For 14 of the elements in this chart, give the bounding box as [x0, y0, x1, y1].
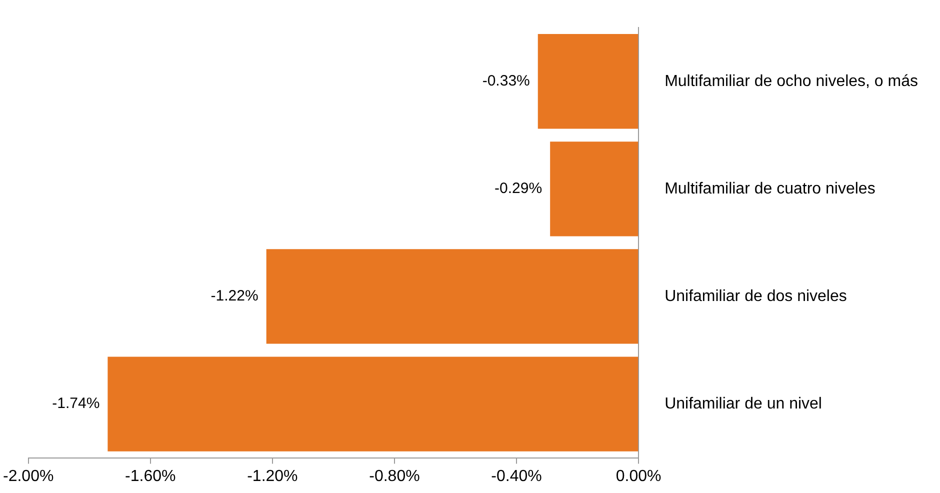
y-tick-label: Multifamiliar de ocho niveles, o más — [664, 72, 918, 90]
x-tick-label: 0.00% — [616, 468, 662, 485]
x-tick-label: -1.60% — [125, 468, 176, 485]
y-tick-label: Multifamiliar de cuatro niveles — [664, 180, 876, 198]
data-label: -1.22% — [210, 288, 258, 305]
x-tick-label: -2.00% — [2, 468, 54, 485]
x-tick-label: -0.80% — [369, 468, 420, 485]
y-tick-label: Unifamiliar de un nivel — [664, 395, 822, 412]
x-tick-label: -1.20% — [247, 468, 298, 485]
y-tick-label: Unifamiliar de dos niveles — [664, 288, 847, 305]
x-tick-label: -0.40% — [491, 468, 542, 485]
data-label: -1.74% — [52, 395, 100, 412]
data-label: -0.33% — [482, 72, 530, 90]
data-label: -0.29% — [494, 180, 542, 198]
